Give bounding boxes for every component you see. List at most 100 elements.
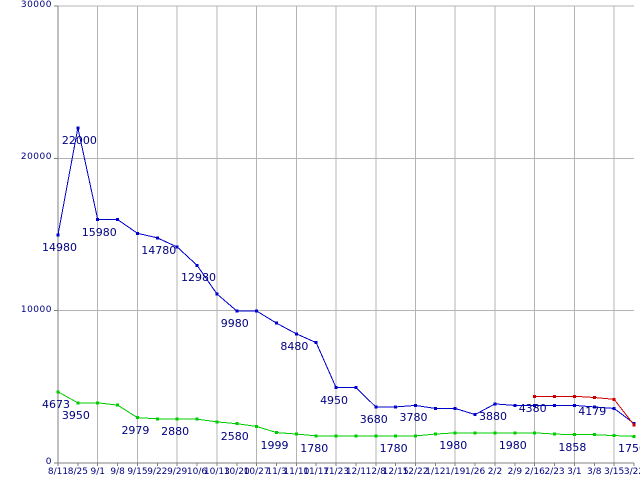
data-point-label: 8480 (280, 339, 309, 353)
y-axis-label: 30000 (20, 0, 52, 10)
series-marker-green-series (116, 403, 120, 407)
series-marker-green-series (294, 432, 298, 436)
data-point-label: 1858 (558, 440, 587, 454)
series-marker-red-series (553, 394, 557, 398)
series-marker-blue-series (116, 218, 120, 222)
series-marker-blue-series (632, 421, 636, 425)
data-point-label: 3950 (61, 408, 90, 422)
series-marker-blue-series (513, 403, 517, 407)
data-point-label: 2880 (161, 425, 190, 439)
data-point-label: 2580 (220, 429, 249, 443)
x-axis-label: 9/29 (167, 467, 188, 477)
x-axis-label: 2/9 (507, 467, 523, 477)
x-axis-label: 11/10 (283, 467, 310, 477)
x-axis-label: 3/1 (567, 467, 582, 477)
series-marker-blue-series (235, 309, 239, 313)
series-marker-green-series (632, 434, 636, 438)
x-axis-label: 3/8 (587, 467, 602, 477)
series-marker-blue-series (354, 386, 358, 390)
series-marker-blue-series (334, 386, 338, 390)
series-marker-red-series (632, 423, 636, 427)
series-marker-blue-series (155, 236, 159, 240)
series-marker-green-series (255, 424, 259, 428)
data-point-label: 3880 (478, 409, 507, 423)
x-axis-label: 10/13 (203, 467, 230, 477)
series-marker-green-series (155, 417, 159, 421)
series-marker-blue-series (215, 292, 219, 296)
series-marker-green-series (394, 434, 398, 438)
x-axis-label: 1/19 (445, 467, 466, 477)
data-point-label: 4380 (518, 402, 547, 416)
data-point-label: 4179 (578, 405, 607, 419)
series-marker-blue-series (473, 413, 477, 417)
series-marker-green-series (334, 434, 338, 438)
x-axis-label: 12/1 (345, 467, 367, 477)
series-marker-blue-series (374, 405, 378, 409)
series-marker-blue-series (96, 218, 100, 222)
x-axis-label: 1/26 (464, 467, 486, 477)
series-line-blue-series (57, 127, 635, 424)
data-point-label: 1980 (439, 438, 468, 452)
series-marker-green-series (612, 434, 616, 438)
series-marker-blue-series (553, 403, 557, 407)
series-marker-green-series (553, 432, 557, 436)
data-point-label: 4673 (42, 397, 70, 411)
x-axis-label: 2/23 (544, 467, 565, 477)
series-marker-blue-series (314, 341, 318, 345)
series-marker-blue-series (195, 263, 199, 267)
x-axis-label: 3/22 (623, 467, 640, 477)
data-point-label: 1750 (618, 442, 640, 456)
series-marker-green-series (354, 434, 358, 438)
x-axis-label: 2/2 (487, 467, 503, 477)
series-line-green-series (57, 391, 635, 437)
x-axis-label: 9/1 (90, 467, 105, 477)
series-marker-green-series (533, 431, 537, 435)
series-marker-green-series (592, 433, 596, 437)
x-axis-label: 2/16 (524, 467, 545, 477)
series-marker-blue-series (612, 406, 616, 410)
x-axis-label: 9/22 (147, 467, 168, 477)
x-axis-label: 10/6 (186, 467, 208, 477)
series-marker-green-series (453, 431, 457, 435)
series-marker-green-series (274, 431, 278, 435)
x-axis-label: 10/20 (223, 467, 250, 477)
series-marker-red-series (612, 397, 616, 401)
series-marker-blue-series (414, 403, 418, 407)
y-axis-label: 0 (45, 457, 52, 467)
series-marker-blue-series (175, 245, 179, 249)
series-marker-blue-series (453, 406, 457, 410)
x-axis-label: 12/15 (382, 467, 409, 477)
data-point-label: 1780 (379, 441, 408, 455)
x-axis-label: 8/11 (47, 467, 69, 477)
series-marker-blue-series (76, 126, 80, 130)
series-marker-blue-series (135, 231, 139, 235)
series-marker-green-series (96, 401, 100, 405)
x-axis-label: 10/27 (243, 467, 270, 477)
series-marker-green-series (513, 431, 517, 435)
series-marker-green-series (473, 431, 477, 435)
series-marker-blue-series (493, 402, 497, 406)
series-marker-green-series (235, 422, 239, 426)
data-point-label: 3680 (359, 412, 388, 426)
x-axis-label: 12/22 (402, 467, 429, 477)
data-point-label: 22000 (61, 133, 97, 147)
series-marker-blue-series (274, 321, 278, 325)
series-marker-blue-series (433, 406, 437, 410)
series-marker-red-series (592, 395, 596, 399)
data-point-label: 14980 (42, 240, 77, 254)
series-marker-blue-series (592, 405, 596, 409)
series-marker-green-series (215, 420, 219, 424)
x-axis-label: 9/8 (110, 467, 125, 477)
x-axis-label: 3/15 (604, 467, 625, 477)
x-axis-label: 11/3 (266, 467, 287, 477)
series-marker-green-series (572, 433, 576, 437)
series-marker-green-series (135, 416, 139, 420)
series-marker-blue-series (56, 233, 60, 237)
data-point-label: 12980 (181, 271, 217, 285)
data-point-label: 15980 (81, 225, 117, 239)
series-marker-green-series (314, 434, 318, 438)
x-axis-label: 11/23 (323, 467, 350, 477)
series-marker-green-series (76, 401, 80, 405)
